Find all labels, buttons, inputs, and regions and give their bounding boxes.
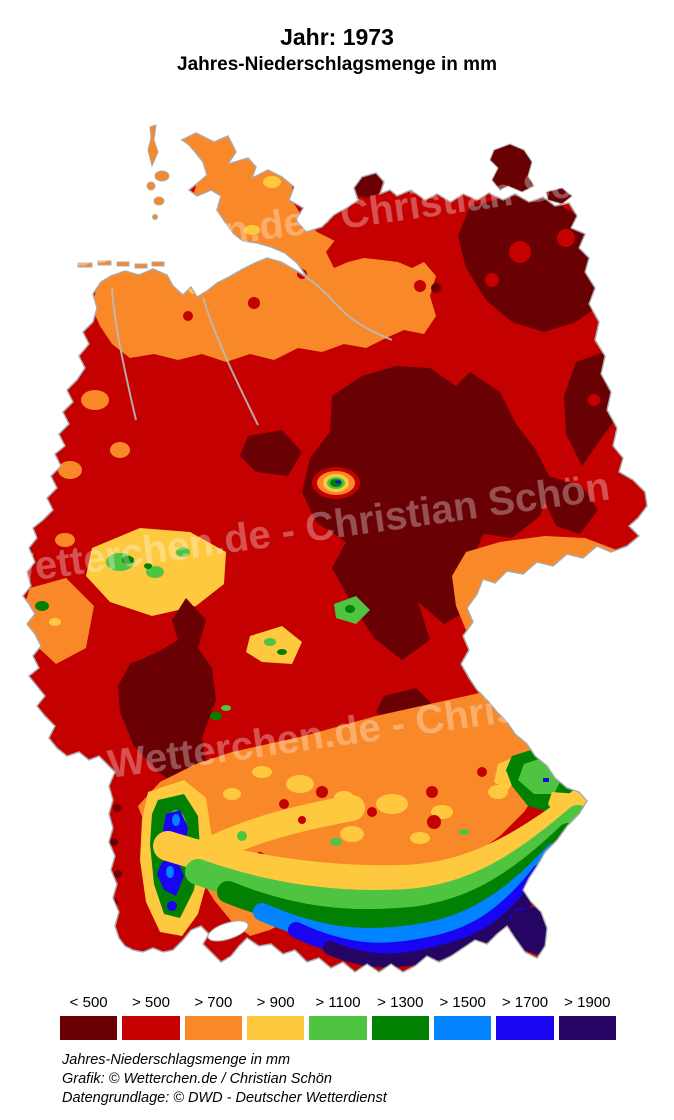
footer-credit-data: Datengrundlage: © DWD - Deutscher Wetter… bbox=[62, 1090, 387, 1106]
legend-color-swatch bbox=[184, 1016, 242, 1040]
map-title: Jahr: 1973 bbox=[280, 24, 394, 50]
legend-item-label: > 1500 bbox=[439, 994, 486, 1011]
legend: < 500 > 500 > 700 > 900 > 1100 > 1300 > … bbox=[60, 994, 616, 1040]
title-block: Jahr: 1973 Jahres-Niederschlagsmenge in … bbox=[0, 22, 674, 78]
footer: Jahres-Niederschlagsmenge in mm Grafik: … bbox=[62, 1051, 622, 1108]
legend-item-label: < 500 bbox=[69, 994, 108, 1011]
legend-color-swatch bbox=[60, 1016, 118, 1040]
footer-legend-caption: Jahres-Niederschlagsmenge in mm bbox=[62, 1052, 291, 1068]
islands bbox=[77, 124, 573, 269]
legend-item-label: > 1100 bbox=[315, 994, 361, 1011]
legend-item-label: > 1900 bbox=[564, 994, 611, 1011]
legend-item-label: > 900 bbox=[256, 994, 295, 1011]
legend-color-swatch bbox=[246, 1016, 305, 1040]
legend-color-swatch bbox=[309, 1016, 367, 1040]
footer-credit-graphic: Grafik: © Wetterchen.de / Christian Schö… bbox=[62, 1071, 332, 1087]
lake-constance bbox=[207, 920, 249, 942]
legend-color-swatch bbox=[371, 1016, 429, 1040]
map-subtitle: Jahres-Niederschlagsmenge in mm bbox=[177, 54, 497, 75]
legend-item-label: > 500 bbox=[132, 994, 170, 1011]
legend-color-swatch bbox=[122, 1016, 180, 1040]
legend-color-swatch bbox=[496, 1016, 554, 1040]
legend-item-label: > 1700 bbox=[501, 994, 549, 1011]
legend-color-swatch bbox=[558, 1016, 616, 1040]
legend-color-swatch bbox=[433, 1016, 492, 1040]
legend-item-label: > 700 bbox=[194, 994, 233, 1011]
precipitation-zones bbox=[23, 133, 642, 968]
legend-item-label: > 1300 bbox=[377, 994, 424, 1011]
